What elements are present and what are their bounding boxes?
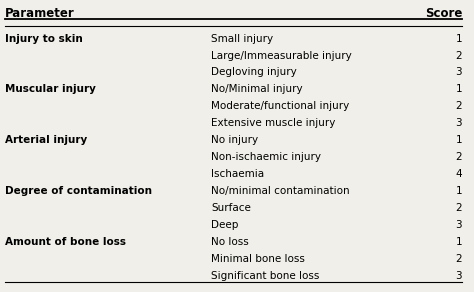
Text: Non-ischaemic injury: Non-ischaemic injury (211, 152, 321, 162)
Text: Amount of bone loss: Amount of bone loss (5, 237, 126, 247)
Text: 2: 2 (456, 152, 462, 162)
Text: 3: 3 (456, 220, 462, 230)
Text: Moderate/functional injury: Moderate/functional injury (211, 101, 349, 111)
Text: 3: 3 (456, 118, 462, 128)
Text: 1: 1 (456, 34, 462, 44)
Text: 2: 2 (456, 254, 462, 264)
Text: Ischaemia: Ischaemia (211, 169, 264, 179)
Text: No/minimal contamination: No/minimal contamination (211, 186, 349, 196)
Text: Muscular injury: Muscular injury (5, 84, 96, 94)
Text: Arterial injury: Arterial injury (5, 135, 87, 145)
Text: 3: 3 (456, 271, 462, 281)
Text: Minimal bone loss: Minimal bone loss (211, 254, 305, 264)
Text: 2: 2 (456, 203, 462, 213)
Text: 1: 1 (456, 186, 462, 196)
Text: No injury: No injury (211, 135, 258, 145)
Text: 2: 2 (456, 51, 462, 60)
Text: Parameter: Parameter (5, 7, 74, 20)
Text: 1: 1 (456, 237, 462, 247)
Text: 2: 2 (456, 101, 462, 111)
Text: Injury to skin: Injury to skin (5, 34, 82, 44)
Text: Small injury: Small injury (211, 34, 273, 44)
Text: 4: 4 (456, 169, 462, 179)
Text: No/Minimal injury: No/Minimal injury (211, 84, 302, 94)
Text: Degloving injury: Degloving injury (211, 67, 297, 77)
Text: Large/Immeasurable injury: Large/Immeasurable injury (211, 51, 352, 60)
Text: 3: 3 (456, 67, 462, 77)
Text: Extensive muscle injury: Extensive muscle injury (211, 118, 335, 128)
Text: Score: Score (425, 7, 462, 20)
Text: Degree of contamination: Degree of contamination (5, 186, 152, 196)
Text: No loss: No loss (211, 237, 249, 247)
Text: Significant bone loss: Significant bone loss (211, 271, 319, 281)
Text: Deep: Deep (211, 220, 238, 230)
Text: 1: 1 (456, 135, 462, 145)
Text: 1: 1 (456, 84, 462, 94)
Text: Surface: Surface (211, 203, 251, 213)
